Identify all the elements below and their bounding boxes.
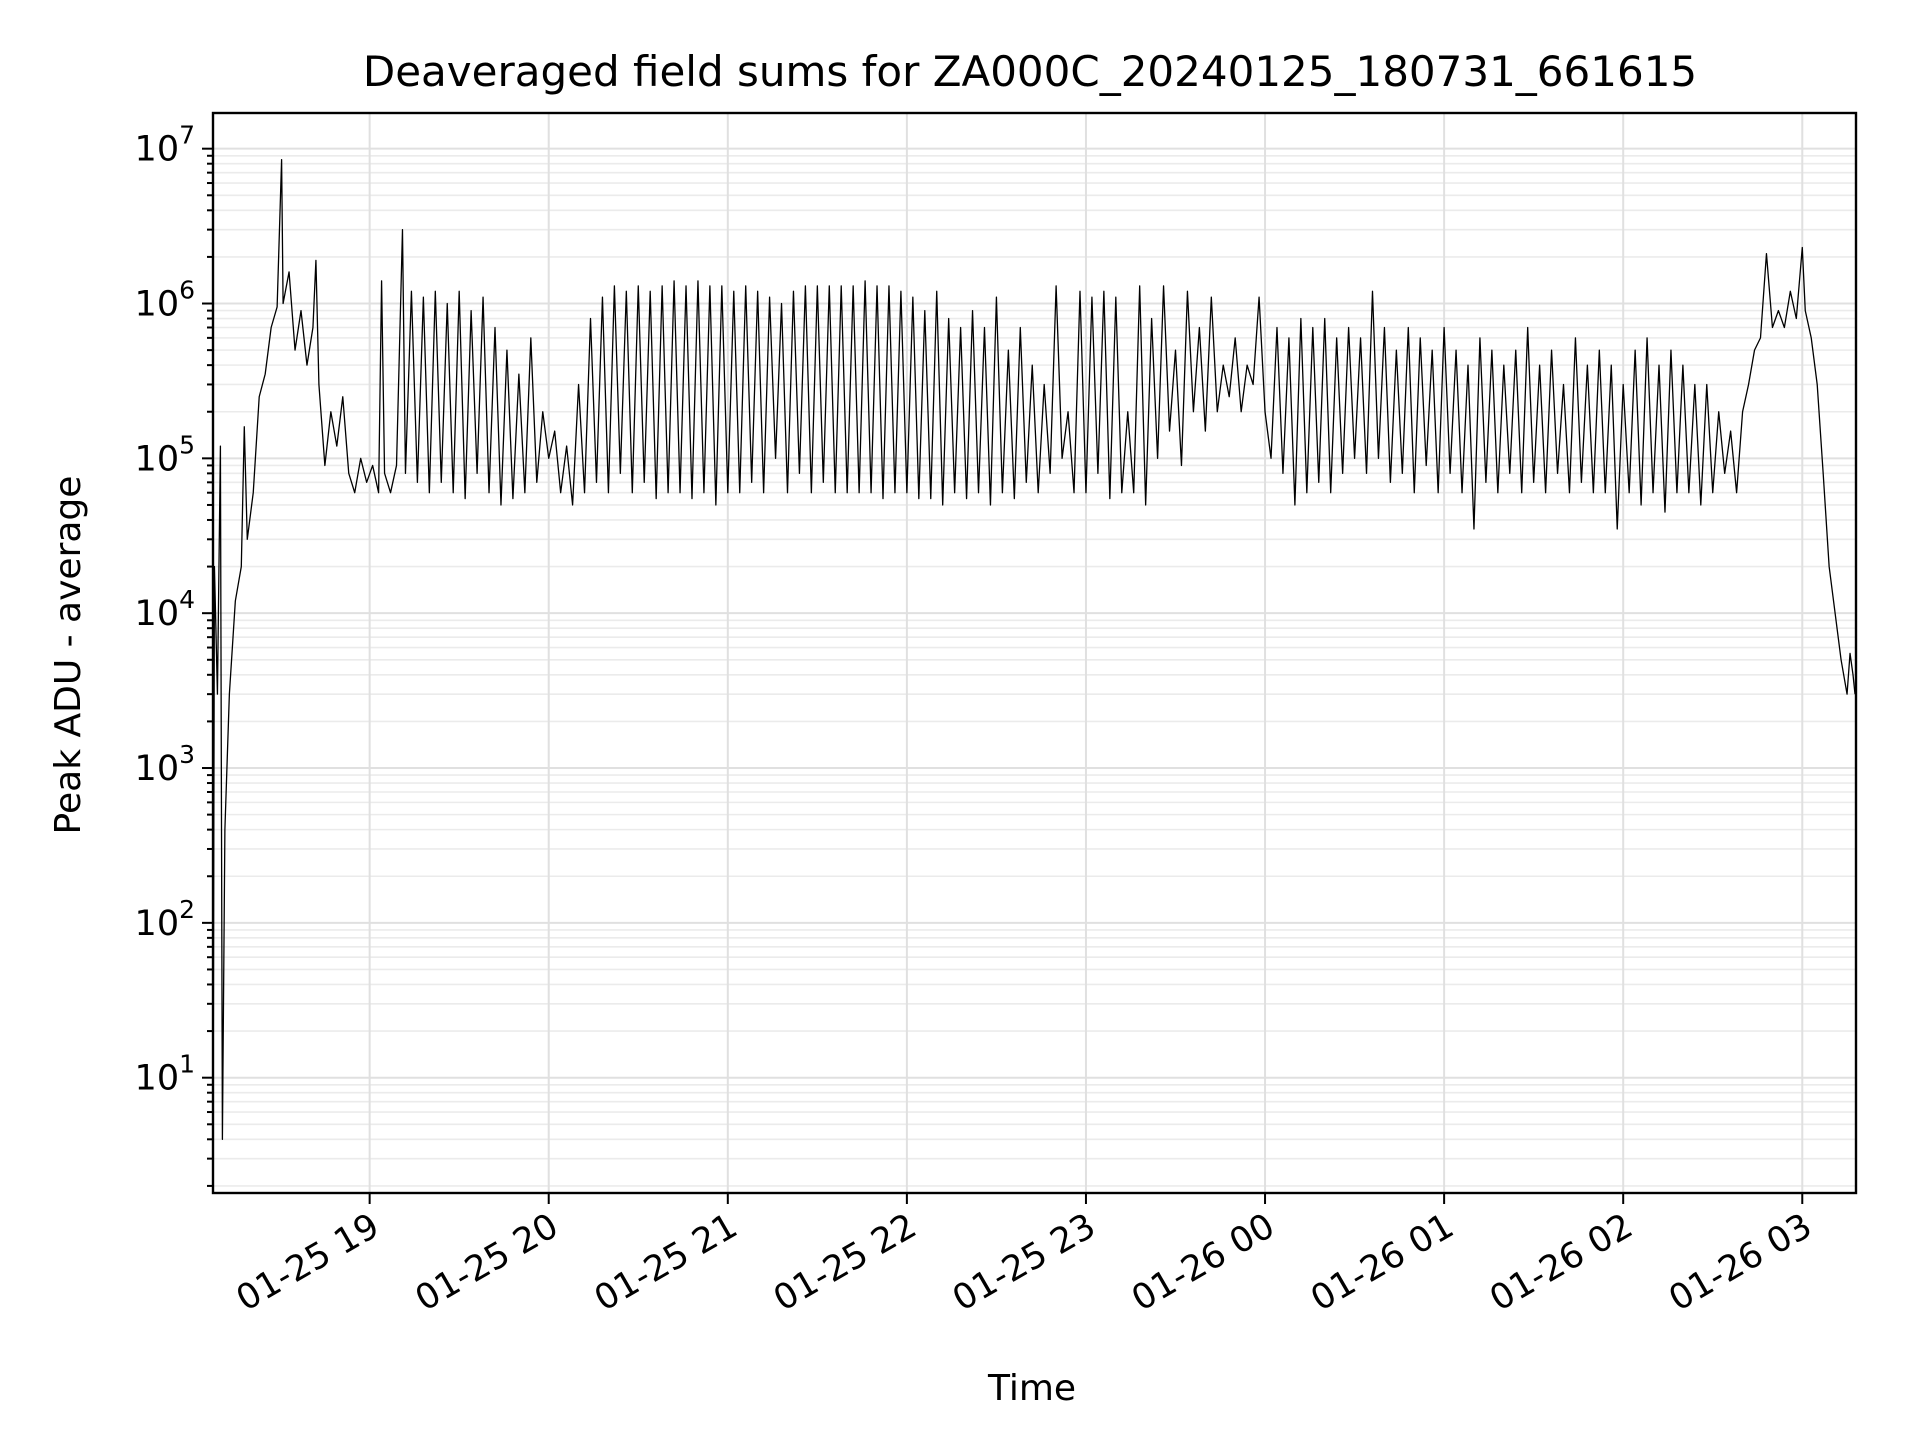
y-tick-label: 106 bbox=[135, 276, 195, 325]
y-tick-label: 104 bbox=[135, 585, 195, 634]
y-axis-ticks: 101 102 103 104 105 106 107 bbox=[135, 121, 213, 1187]
series-line bbox=[212, 158, 1856, 1171]
series-layer bbox=[212, 158, 1856, 1171]
plot-frame bbox=[211, 111, 1858, 1195]
y-tick-label: 105 bbox=[135, 430, 195, 479]
x-axis-label: Time bbox=[987, 1368, 1076, 1409]
chart-title: Deaveraged field sums for ZA000C_2024012… bbox=[363, 47, 1697, 96]
y-tick-label: 101 bbox=[135, 1050, 195, 1099]
y-axis-label: Peak ADU - average bbox=[48, 476, 89, 835]
y-tick-label: 102 bbox=[135, 895, 195, 944]
y-tick-label: 103 bbox=[135, 740, 195, 789]
y-tick-label: 107 bbox=[135, 121, 195, 170]
